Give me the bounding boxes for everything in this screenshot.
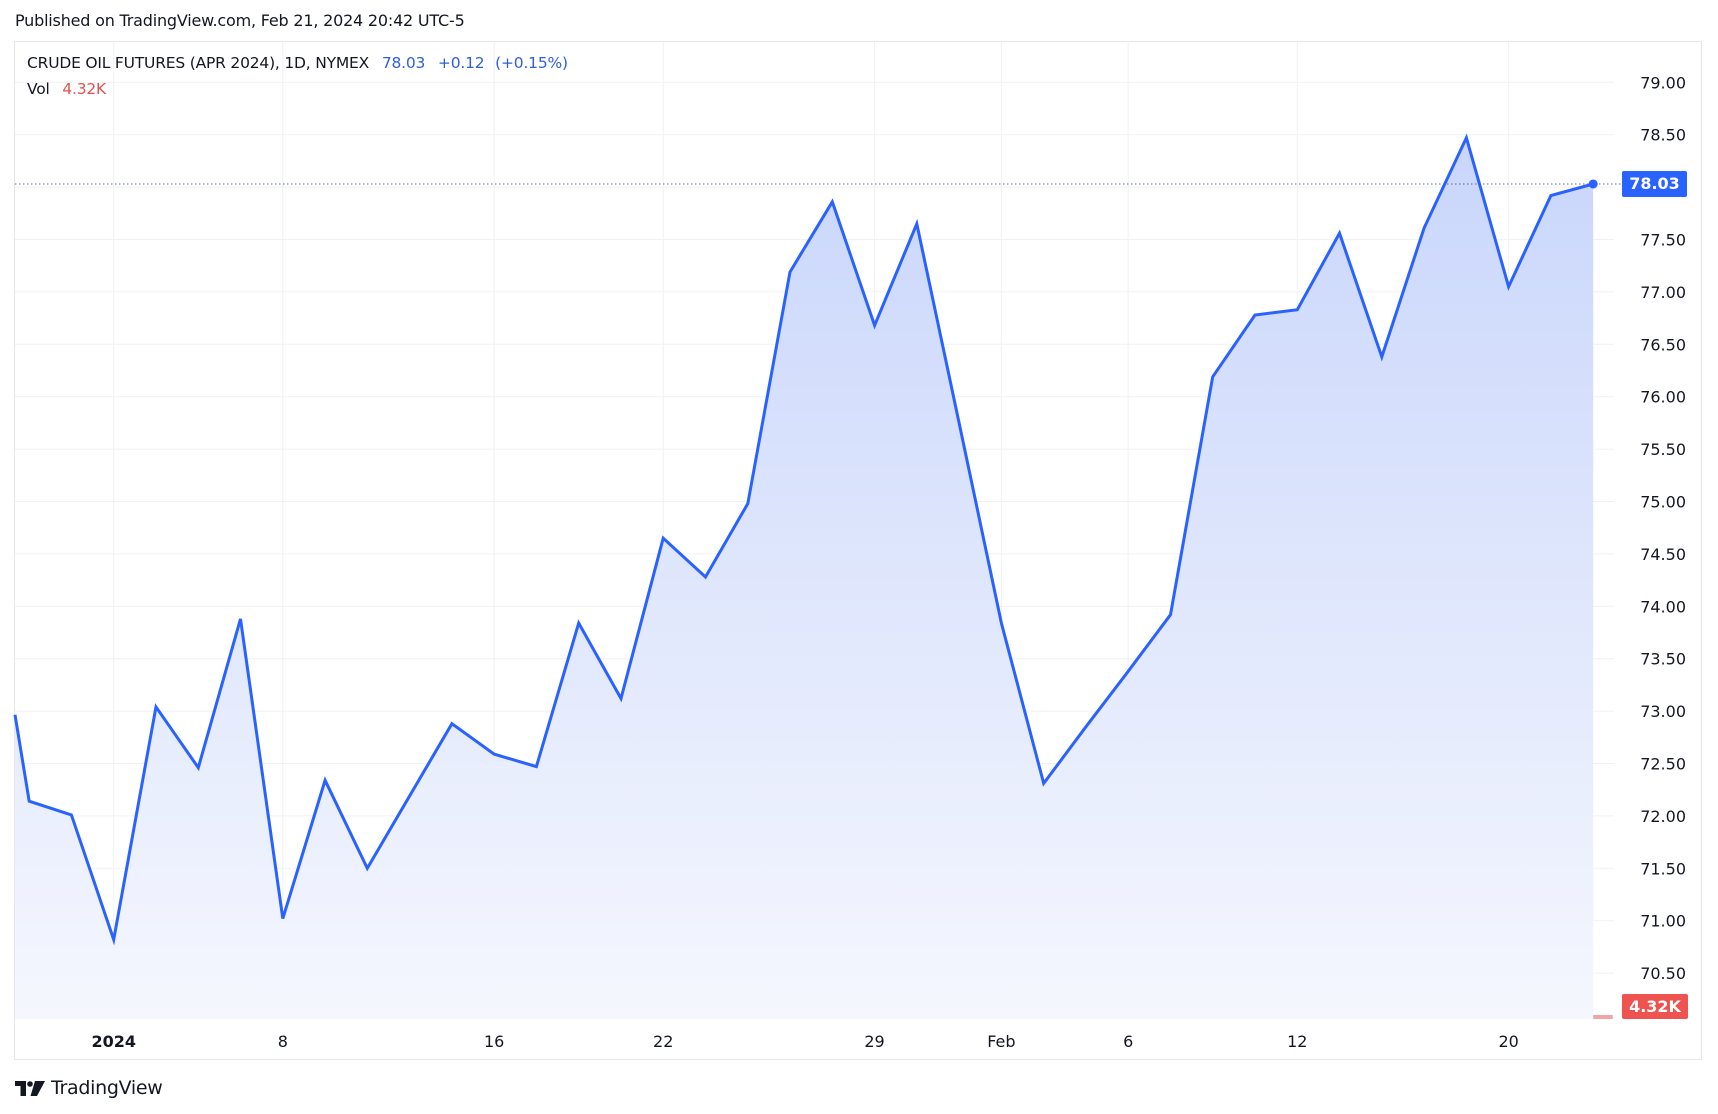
tradingview-wordmark: TradingView [51,1077,163,1099]
time-tick-label: Feb [987,1032,1015,1051]
last-price-badge: 78.03 [1622,171,1687,197]
price-tick-label: 77.00 [1640,283,1686,302]
time-tick-label: 2024 [91,1032,136,1051]
published-caption: Published on TradingView.com, Feb 21, 20… [15,11,465,30]
price-tick-label: 77.50 [1640,231,1686,250]
price-line [13,133,1594,946]
price-area-fill [15,137,1594,1020]
price-tick-label: 75.00 [1640,493,1686,512]
volume-label: Vol [27,80,50,98]
price-tick-label: 74.50 [1640,545,1686,564]
volume-value: 4.32K [62,80,107,98]
tradingview-logo-icon [15,1080,45,1096]
time-tick-label: 29 [864,1032,884,1051]
time-tick-label: 12 [1287,1032,1307,1051]
price-tick-label: 76.00 [1640,388,1686,407]
price-tick-label: 71.50 [1640,859,1686,878]
tradingview-brand[interactable]: TradingView [15,1077,163,1099]
price-tick-label: 70.50 [1640,964,1686,983]
price-tick-label: 71.00 [1640,912,1686,931]
time-tick-label: 16 [484,1032,504,1051]
chart-frame [14,41,1702,1060]
price-tick-label: 79.00 [1640,73,1686,92]
price-tick-label: 73.00 [1640,702,1686,721]
chart-legend: CRUDE OIL FUTURES (APR 2024), 1D, NYMEX … [27,54,568,72]
last-volume-badge: 4.32K [1622,994,1688,1019]
price-tick-label: 72.00 [1640,807,1686,826]
time-axis-labels: 2024 8 16 22 29 Feb 6 12 20 [91,1032,1518,1051]
time-tick-label: 20 [1498,1032,1518,1051]
symbol-title: CRUDE OIL FUTURES (APR 2024), 1D, NYMEX [27,54,370,72]
time-tick-label: 8 [278,1032,288,1051]
time-tick-label: 6 [1123,1032,1133,1051]
price-change: +0.12 [437,54,485,72]
volume-legend: Vol 4.32K [27,80,106,98]
price-change-percent: (+0.15%) [495,54,568,72]
price-tick-label: 75.50 [1640,440,1686,459]
price-tick-label: 72.50 [1640,755,1686,774]
price-tick-label: 76.50 [1640,335,1686,354]
price-tick-label: 78.50 [1640,126,1686,145]
price-tick-label: 73.50 [1640,650,1686,669]
last-price-dot [1588,179,1598,189]
time-tick-label: 22 [653,1032,673,1051]
price-tick-label: 74.00 [1640,597,1686,616]
last-price-value: 78.03 [381,54,426,72]
price-axis-labels: 79.0078.5078.0077.5077.0076.5076.0075.50… [1640,73,1686,983]
